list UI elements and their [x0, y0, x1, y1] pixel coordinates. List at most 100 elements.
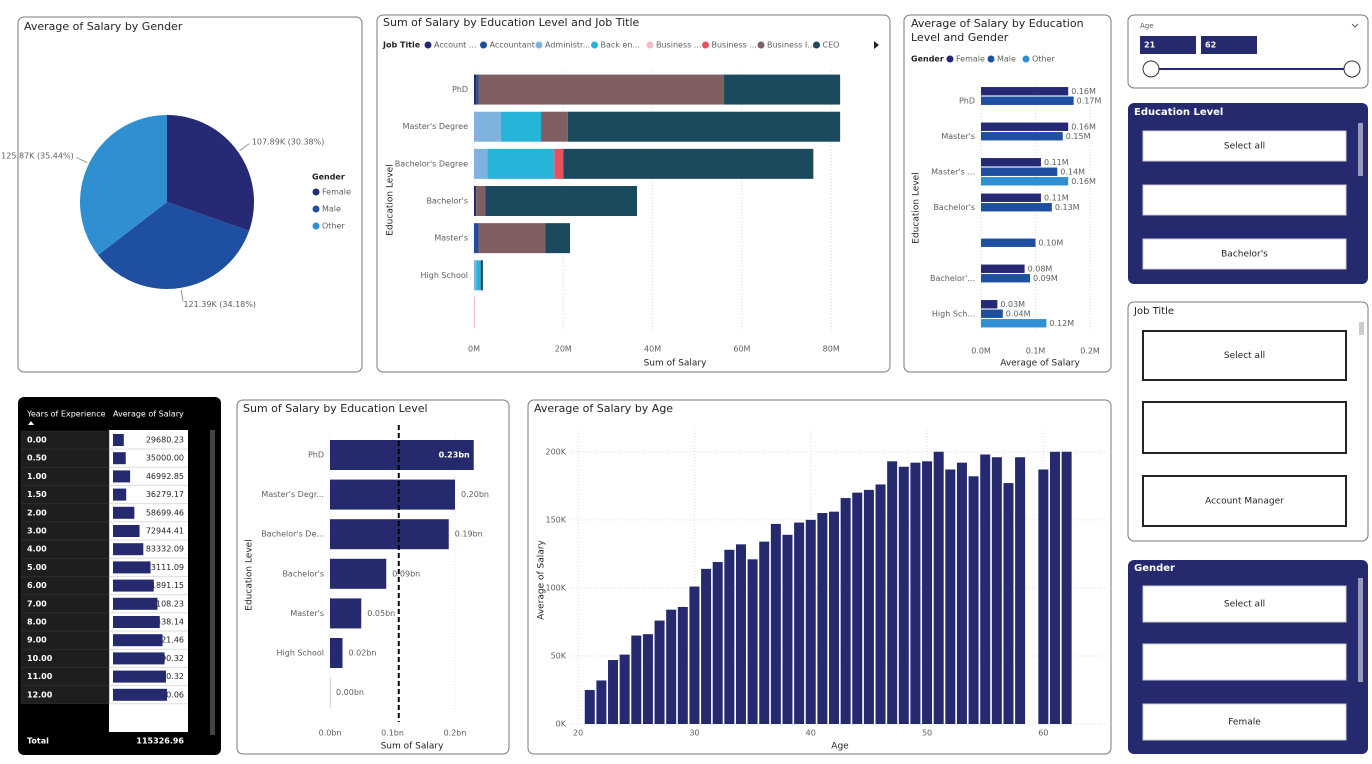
- bar: [981, 122, 1069, 131]
- x-tick-label: 60M: [733, 345, 750, 354]
- data-bar: [113, 452, 126, 465]
- legend-item[interactable]: Accountant: [490, 41, 535, 50]
- legend-swatch: [757, 41, 765, 49]
- bar: [981, 309, 1003, 318]
- y-tick-label: Master's: [290, 609, 324, 618]
- chart-title: Average of Salary by Age: [534, 402, 673, 415]
- bar-segment: [480, 260, 483, 291]
- slider-handle[interactable]: [1142, 60, 1160, 78]
- bar: [805, 519, 816, 724]
- slicer-item[interactable]: [1142, 401, 1347, 454]
- legend-item[interactable]: Male: [322, 205, 341, 214]
- data-label: 125.87K (35.44%): [1, 152, 74, 161]
- legend-item[interactable]: Other: [322, 222, 345, 231]
- bar-segment: [485, 186, 637, 216]
- legend-item[interactable]: Business I...: [767, 41, 815, 50]
- x-tick-label: 0.1bn: [381, 729, 404, 738]
- slicer-item[interactable]: [1142, 703, 1347, 741]
- legend-item[interactable]: Other: [1032, 55, 1055, 64]
- data-label: 0.11M: [1044, 158, 1069, 167]
- range-input[interactable]: [1140, 36, 1196, 54]
- data-label: 0.20bn: [461, 490, 489, 499]
- slicer-item[interactable]: [1142, 643, 1347, 681]
- bar-segment: [478, 223, 546, 254]
- pie-slice: [80, 115, 167, 256]
- legend-swatch: [535, 41, 543, 49]
- chevron[interactable]: [1351, 23, 1359, 28]
- bar: [330, 519, 449, 550]
- range-input[interactable]: [1201, 36, 1257, 54]
- bar: [981, 264, 1025, 273]
- bar: [981, 96, 1074, 105]
- y-tick-label: Bachelor's Degree: [395, 159, 468, 168]
- grouped-panel: [903, 14, 1112, 373]
- slicer-item[interactable]: [1142, 184, 1347, 216]
- legend-item[interactable]: CEO: [823, 41, 840, 50]
- legend-item[interactable]: Male: [997, 55, 1016, 64]
- bar: [875, 484, 886, 724]
- bar-segment: [476, 74, 479, 105]
- legend-item[interactable]: Administr...: [545, 41, 590, 50]
- bar: [596, 680, 607, 724]
- scrollbar[interactable]: [1359, 322, 1364, 335]
- chart-title: Sum of Salary by Education Level: [243, 402, 428, 415]
- legend-swatch: [591, 41, 598, 49]
- pie-slice: [167, 115, 254, 231]
- legend-swatch: [424, 41, 432, 49]
- legend-swatch: [480, 41, 487, 49]
- column-header[interactable]: Average of Salary: [113, 410, 184, 419]
- bar-segment: [474, 186, 477, 216]
- data-bar: [113, 688, 167, 701]
- bar: [782, 534, 793, 724]
- data-label: 0.09M: [1033, 274, 1058, 283]
- scrollbar[interactable]: [210, 430, 215, 735]
- slider-handle[interactable]: [1343, 60, 1361, 78]
- slicer-item-label: Select all: [1224, 600, 1265, 610]
- legend-item[interactable]: Back en...: [601, 41, 641, 50]
- bar: [981, 300, 998, 309]
- bar: [724, 549, 735, 724]
- bar: [981, 132, 1063, 141]
- cell-value: 36279.17: [146, 490, 184, 499]
- slicer-item[interactable]: [1142, 330, 1347, 381]
- y-tick-label: 50K: [551, 651, 567, 660]
- bar-segment: [500, 111, 541, 142]
- bar-segment: [476, 260, 481, 291]
- total-label: Total: [27, 737, 49, 746]
- bar: [608, 660, 619, 724]
- bar: [1015, 457, 1026, 724]
- legend-item[interactable]: Business ...: [656, 41, 701, 50]
- data-bar: [113, 597, 158, 610]
- scrollbar[interactable]: [1358, 578, 1363, 682]
- bar: [735, 544, 746, 724]
- column-header[interactable]: Years of Experience: [26, 410, 106, 419]
- x-tick-label: 0M: [468, 345, 480, 354]
- data-label: 0.12M: [1049, 319, 1074, 328]
- slicer-item[interactable]: [1142, 585, 1347, 623]
- slicer-item[interactable]: [1142, 130, 1347, 162]
- bar: [701, 568, 712, 724]
- bar-segment: [474, 148, 488, 179]
- total-bg: [21, 732, 209, 751]
- slicer-item[interactable]: [1142, 238, 1347, 270]
- y-tick-label: 0K: [556, 720, 567, 729]
- row-label: 3.00: [27, 527, 47, 536]
- legend-item[interactable]: Female: [956, 55, 985, 64]
- bar-segment: [474, 297, 475, 328]
- bar-segment: [567, 111, 841, 142]
- bar: [330, 479, 455, 510]
- slicer-item[interactable]: [1142, 475, 1347, 527]
- legend-next[interactable]: [874, 41, 879, 49]
- y-tick-label: High Sch...: [932, 309, 975, 318]
- bar: [910, 462, 921, 724]
- row-label: 7.00: [27, 599, 47, 608]
- data-bar: [113, 506, 135, 519]
- legend-item[interactable]: Business ...: [712, 41, 757, 50]
- y-tick-label: Bachelor'...: [930, 274, 975, 283]
- legend-item[interactable]: Account ...: [434, 41, 476, 50]
- y-tick-label: Bachelor's: [933, 203, 975, 212]
- bar-segment: [474, 74, 477, 105]
- data-label: 0.13M: [1055, 203, 1080, 212]
- legend-item[interactable]: Female: [322, 188, 351, 197]
- scrollbar[interactable]: [1358, 123, 1363, 176]
